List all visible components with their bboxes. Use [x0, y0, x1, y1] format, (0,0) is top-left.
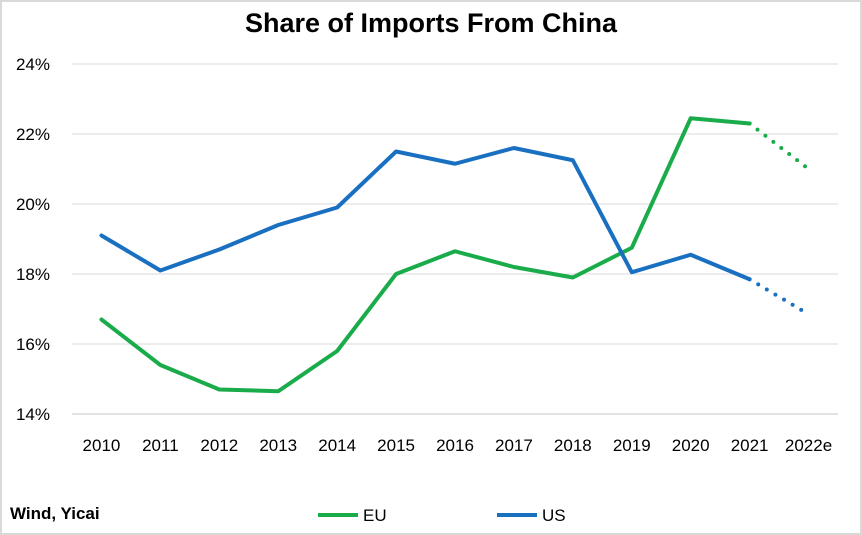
legend: EU US — [318, 506, 566, 525]
x-tick-label: 2021 — [731, 436, 769, 455]
x-tick-label: 2013 — [259, 436, 297, 455]
x-tick-label: 2019 — [613, 436, 651, 455]
source-note: Wind, Yicai — [10, 504, 100, 523]
x-tick-label: 2014 — [318, 436, 356, 455]
y-tick-label: 16% — [16, 335, 50, 354]
x-tick-label: 2016 — [436, 436, 474, 455]
gridlines — [72, 63, 838, 345]
series-line-us — [99, 146, 752, 282]
series-lines — [99, 116, 811, 394]
series-forecast-us — [747, 277, 811, 317]
y-tick-label: 20% — [16, 195, 50, 214]
y-tick-label: 24% — [16, 55, 50, 74]
x-tick-label: 2015 — [377, 436, 415, 455]
series-forecast-eu — [747, 121, 811, 171]
x-tick-label: 2012 — [200, 436, 238, 455]
y-axis-ticks: 14% 16% 18% 20% 22% 24% — [16, 55, 50, 424]
legend-label-eu: EU — [363, 506, 387, 525]
y-tick-label: 14% — [16, 405, 50, 424]
x-tick-label: 2022e — [785, 436, 832, 455]
series-line-eu — [99, 116, 752, 394]
x-tick-label: 2018 — [554, 436, 592, 455]
x-tick-label: 2017 — [495, 436, 533, 455]
x-tick-label: 2011 — [142, 436, 179, 455]
chart-title: Share of Imports From China — [244, 8, 618, 38]
x-tick-label: 2020 — [672, 436, 710, 455]
y-tick-label: 22% — [16, 125, 50, 144]
legend-label-us: US — [542, 506, 566, 525]
x-tick-label: 2010 — [83, 436, 121, 455]
x-axis-ticks: 2010 2011 2012 2013 2014 2015 2016 2017 2018 2019… — [83, 436, 833, 455]
y-tick-label: 18% — [16, 265, 50, 284]
